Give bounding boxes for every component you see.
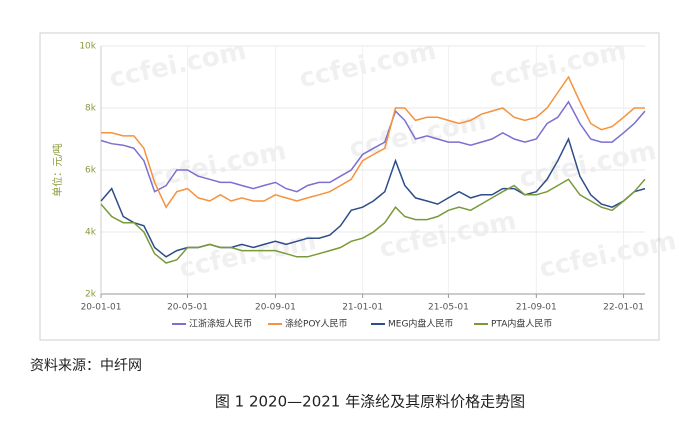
x-tick-label: 22-01-01 <box>603 303 644 313</box>
y-axis-label: 单位：元/吨 <box>51 143 64 196</box>
y-tick-label: 4k <box>85 228 97 238</box>
y-tick-label: 8k <box>85 104 97 114</box>
x-tick-label: 20-09-01 <box>255 303 296 313</box>
x-tick-label: 21-09-01 <box>516 303 557 313</box>
y-tick-label: 10k <box>79 42 96 52</box>
series-line <box>100 100 646 193</box>
y-tick-label: 2k <box>85 290 97 300</box>
y-tick-label: 6k <box>85 166 97 176</box>
x-tick-label: 21-05-01 <box>428 303 469 313</box>
x-tick-label: 20-01-01 <box>81 303 122 313</box>
legend-label: PTA内盘人民币 <box>491 318 552 330</box>
source: 资料来源：中纤网 <box>30 358 142 374</box>
x-tick-label: 21-01-01 <box>342 303 383 313</box>
caption: 图 1 2020—2021 年涤纶及其原料价格走势图 <box>215 393 525 411</box>
series-line <box>100 178 646 264</box>
legend-label: 江浙涤短人民币 <box>189 318 252 330</box>
x-tick-label: 20-05-01 <box>167 303 208 313</box>
legend-label: MEG内盘人民币 <box>388 318 453 330</box>
legend-label: 涤纶POY人民币 <box>285 318 348 330</box>
series-line <box>101 75 645 209</box>
